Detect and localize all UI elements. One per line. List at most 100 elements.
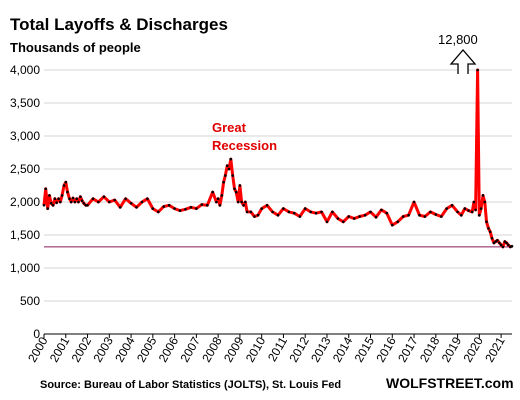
data-point (234, 190, 238, 194)
y-tick-label: 1,000 (10, 261, 40, 275)
x-tick-label: 2017 (395, 334, 421, 364)
data-point (503, 240, 507, 243)
data-point (57, 197, 60, 200)
x-tick-label: 2009 (221, 334, 247, 364)
data-point (227, 167, 231, 171)
y-tick-label: 2,500 (10, 162, 40, 176)
data-point (51, 204, 55, 207)
data-point (429, 210, 432, 214)
data-point (490, 237, 494, 240)
y-axis-ticks: 0 500 1,000 1,500 2,000 2,500 3,000 3,500 4,000 (10, 63, 40, 341)
data-point (401, 215, 405, 218)
data-point (271, 210, 274, 214)
data-point (488, 230, 492, 233)
data-point (481, 194, 485, 197)
data-point (485, 220, 488, 224)
data-point (68, 197, 71, 200)
data-point (242, 204, 245, 207)
data-point (293, 211, 296, 215)
x-tick-label: 2018 (417, 334, 443, 364)
data-point (80, 199, 84, 202)
data-point (229, 157, 233, 161)
data-point (385, 211, 389, 215)
data-point (157, 210, 160, 214)
x-tick-label: 2003 (90, 334, 116, 364)
y-tick-label: 500 (20, 294, 40, 308)
data-point (231, 174, 234, 177)
x-tick-label: 2016 (373, 334, 399, 364)
data-point (224, 174, 227, 177)
x-tick-label: 2008 (199, 334, 225, 364)
annotation-recession: Recession (212, 138, 277, 153)
data-point (97, 200, 100, 204)
data-point (363, 213, 367, 217)
data-point (483, 200, 487, 204)
chart-title: Total Layoffs & Discharges (10, 15, 228, 34)
data-point (220, 194, 224, 197)
data-point (44, 187, 47, 191)
data-point (460, 213, 463, 217)
data-point (151, 207, 155, 210)
data-point (102, 195, 106, 198)
data-point (325, 220, 329, 224)
data-point (440, 215, 443, 218)
data-point (195, 207, 198, 210)
data-point (135, 206, 138, 209)
data-point (86, 204, 89, 207)
data-point (501, 245, 505, 249)
data-point (178, 209, 182, 212)
data-point (244, 200, 247, 204)
data-point (474, 208, 477, 212)
x-axis-ticks: 2000200120022003200420052006200720082009… (25, 334, 508, 365)
y-tick-label: 0 (33, 327, 40, 341)
x-tick-label: 2010 (243, 334, 269, 364)
data-point (211, 190, 214, 194)
x-tick-label: 2019 (439, 334, 465, 364)
y-tick-label: 3,500 (10, 96, 40, 110)
data-point (162, 205, 165, 208)
data-point (507, 243, 510, 247)
data-point (418, 213, 421, 217)
up-arrow-icon (449, 49, 477, 74)
brand-logo-text: WOLFSTREET.com (386, 375, 514, 391)
data-point (331, 210, 334, 214)
data-point (391, 223, 394, 227)
data-point (113, 198, 116, 202)
data-point (118, 206, 122, 209)
data-point (479, 207, 483, 210)
data-point (265, 204, 269, 207)
data-point (146, 197, 149, 200)
data-point (347, 215, 351, 218)
x-tick-label: 2015 (352, 334, 378, 364)
data-point (189, 206, 193, 209)
data-point (445, 207, 449, 210)
annotation-great: Great (212, 120, 247, 135)
data-point (287, 210, 291, 214)
data-point (472, 200, 476, 204)
data-point (62, 184, 66, 187)
data-point (496, 239, 499, 242)
data-point (233, 187, 236, 191)
off-scale-arrow (449, 49, 477, 74)
data-point (249, 210, 253, 214)
data-point (206, 204, 209, 207)
data-point (434, 213, 438, 216)
series-line (42, 68, 513, 249)
data-point (73, 200, 77, 204)
data-point (48, 194, 51, 197)
data-point (124, 197, 127, 200)
data-point (342, 220, 345, 224)
data-point (499, 243, 503, 247)
data-point (282, 207, 285, 210)
x-tick-label: 2014 (330, 334, 356, 364)
x-tick-label: 2020 (460, 334, 486, 364)
data-point (140, 200, 144, 204)
data-point (358, 215, 361, 218)
source-note: Source: Bureau of Labor Statistics (JOLT… (40, 379, 341, 391)
data-point (412, 200, 416, 204)
data-point (396, 220, 400, 224)
data-point (60, 194, 64, 197)
data-point (456, 210, 459, 214)
data-point (303, 207, 307, 210)
